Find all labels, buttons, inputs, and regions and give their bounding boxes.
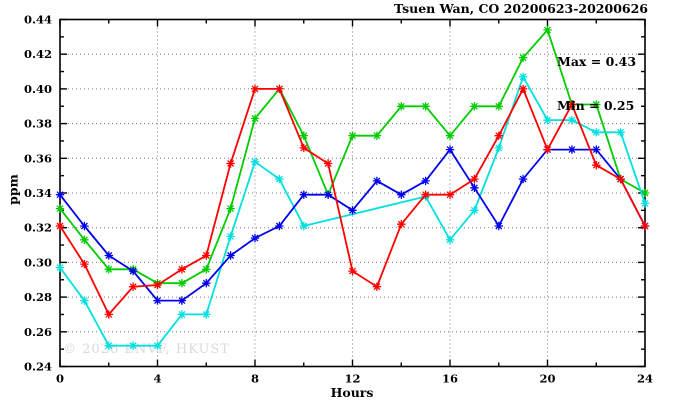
series-red bbox=[55, 84, 650, 319]
svg-text:0.38: 0.38 bbox=[24, 117, 52, 131]
svg-text:0.44: 0.44 bbox=[24, 13, 52, 27]
svg-text:0.36: 0.36 bbox=[24, 151, 52, 165]
svg-text:0.32: 0.32 bbox=[24, 221, 52, 235]
svg-text:0.42: 0.42 bbox=[24, 47, 52, 61]
svg-text:0.30: 0.30 bbox=[24, 255, 52, 269]
gridlines bbox=[60, 19, 645, 367]
svg-text:0.24: 0.24 bbox=[24, 360, 52, 374]
svg-text:0: 0 bbox=[56, 372, 64, 386]
minmax-annotation: Max = 0.43 Min = 0.25 bbox=[557, 26, 636, 142]
svg-text:0.26: 0.26 bbox=[24, 325, 52, 339]
max-value-label: Max = 0.43 bbox=[557, 54, 637, 69]
svg-text:20: 20 bbox=[539, 372, 555, 386]
x-tick-labels: 0 4 8 12 16 20 24 bbox=[56, 372, 653, 386]
svg-text:24: 24 bbox=[637, 372, 653, 386]
svg-text:16: 16 bbox=[442, 372, 458, 386]
x-axis-label: Hours bbox=[330, 385, 374, 400]
svg-text:0.28: 0.28 bbox=[24, 290, 52, 304]
min-value-label: Min = 0.25 bbox=[557, 97, 635, 113]
svg-text:12: 12 bbox=[344, 372, 360, 386]
svg-text:0.40: 0.40 bbox=[24, 82, 52, 96]
y-tick-labels: 0.24 0.26 0.28 0.30 0.32 0.34 0.36 0.38 0.40 0.42… bbox=[24, 13, 52, 374]
series-blue bbox=[55, 145, 650, 305]
svg-text:8: 8 bbox=[251, 372, 259, 386]
svg-text:4: 4 bbox=[153, 372, 161, 386]
y-axis-label: ppm bbox=[5, 174, 21, 205]
chart-title: Tsuen Wan, CO 20200623-20200626 bbox=[393, 1, 648, 16]
svg-text:0.34: 0.34 bbox=[24, 186, 52, 200]
